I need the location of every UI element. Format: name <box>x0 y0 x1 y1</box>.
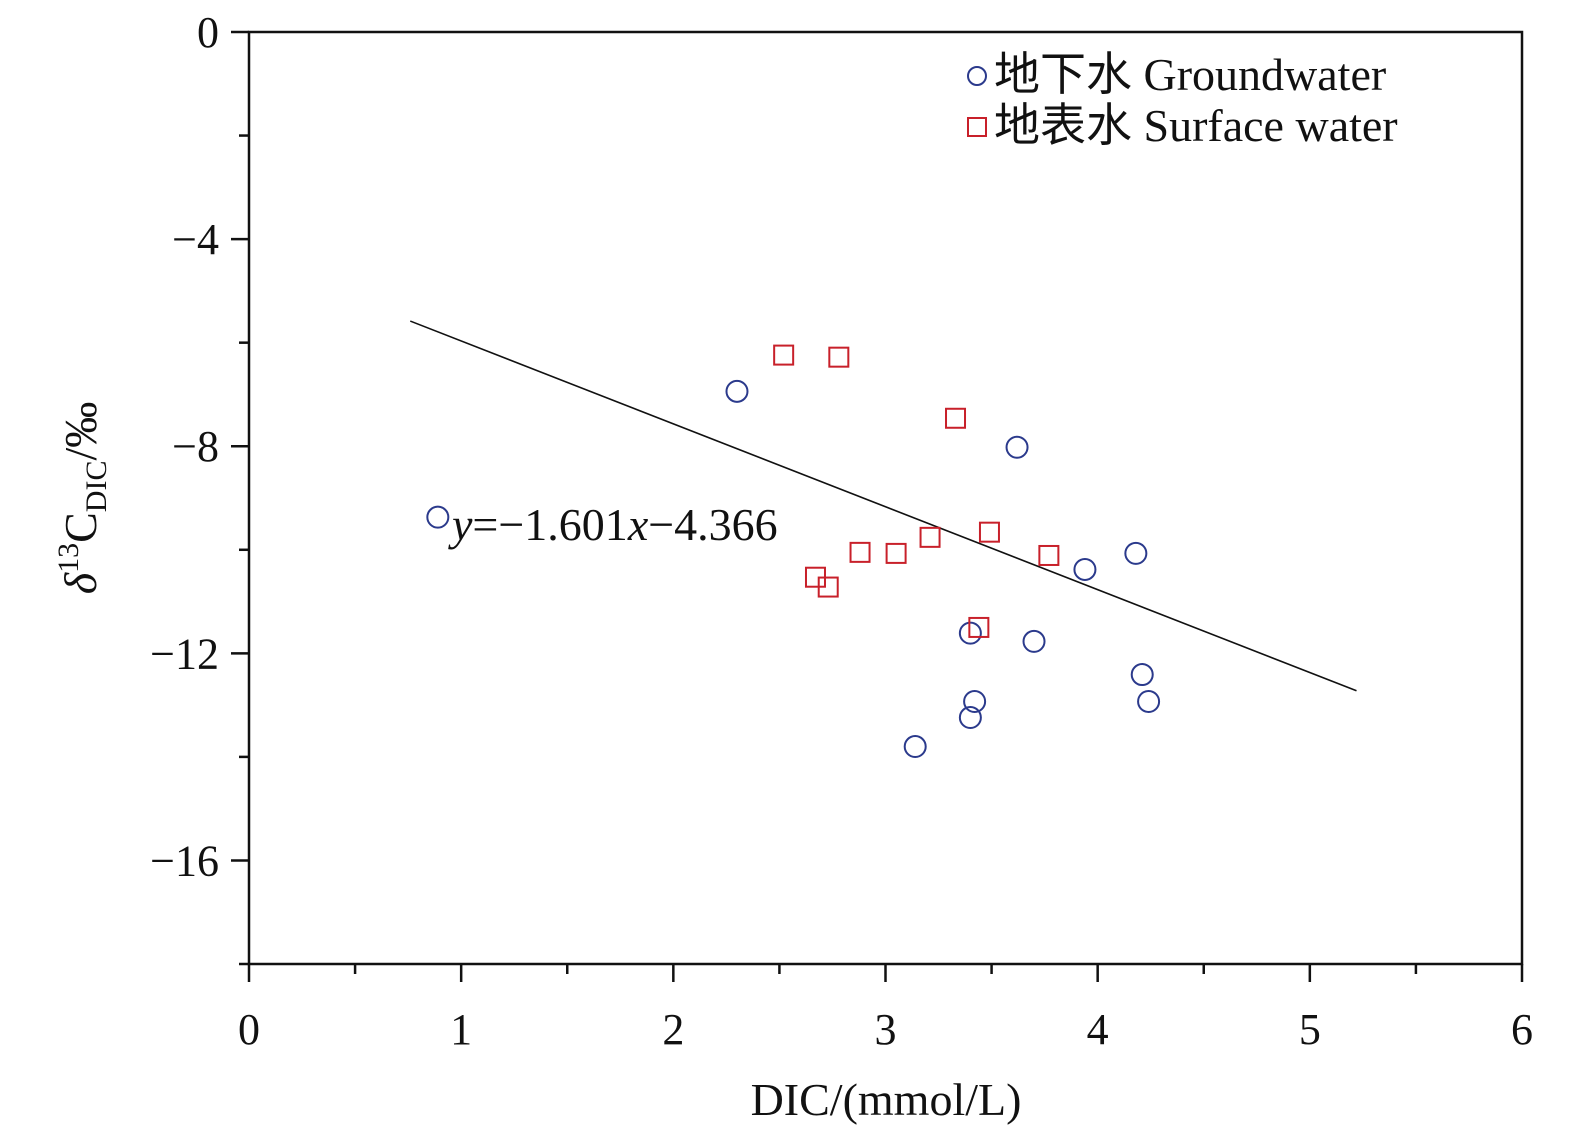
surface-water-point <box>773 344 795 366</box>
x-tick-label: 5 <box>1299 1005 1321 1054</box>
surface-water-point <box>945 407 967 429</box>
x-tick-label: 2 <box>662 1005 684 1054</box>
surface-water-point <box>978 521 1000 543</box>
groundwater-point <box>1124 541 1148 565</box>
groundwater-point <box>963 689 987 713</box>
groundwater-point <box>958 706 982 730</box>
surface-water-point <box>885 542 907 564</box>
legend: 地下水 Groundwater 地表水 Surface water <box>967 49 1398 151</box>
y-tick-label: 0 <box>197 8 219 57</box>
y-tick-label: −8 <box>172 422 219 471</box>
regression-line <box>409 320 1357 692</box>
surface-water-point <box>1038 544 1060 566</box>
plot-frame <box>247 30 1524 966</box>
y-tick-label: −16 <box>150 836 219 885</box>
x-tick-label: 4 <box>1087 1005 1109 1054</box>
legend-label-surface: 地表水 Surface water <box>994 100 1398 151</box>
y-tick-label: −4 <box>172 215 219 264</box>
data-points <box>426 344 1161 759</box>
x-tick-label: 6 <box>1511 1005 1533 1054</box>
axes <box>247 30 1524 966</box>
groundwater-point <box>1130 663 1154 687</box>
x-axis-label: DIC/(mmol/L) <box>751 1074 1022 1125</box>
groundwater-point <box>1073 557 1097 581</box>
surface-water-point <box>828 346 850 368</box>
groundwater-point <box>1137 689 1161 713</box>
y-axis-label: δ13CDIC/‰ <box>52 402 113 595</box>
regression-equation: y=−1.601x−4.366 <box>448 499 778 550</box>
groundwater-point <box>725 379 749 403</box>
groundwater-point <box>903 735 927 759</box>
legend-marker-surface <box>967 117 987 137</box>
groundwater-point <box>958 621 982 645</box>
groundwater-point <box>426 505 450 529</box>
y-tick-label: −12 <box>150 629 219 678</box>
x-tick-label: 3 <box>875 1005 897 1054</box>
surface-water-point <box>968 616 990 638</box>
groundwater-point <box>1005 435 1029 459</box>
surface-water-point <box>919 526 941 548</box>
ticks: 0 1 2 3 4 5 6 0 −4 −8 −12 −16 <box>150 8 1533 1054</box>
groundwater-point <box>1022 629 1046 653</box>
surface-water-point <box>817 576 839 598</box>
x-tick-label: 1 <box>450 1005 472 1054</box>
surface-water-point <box>849 541 871 563</box>
legend-label-groundwater: 地下水 Groundwater <box>994 49 1386 100</box>
legend-marker-groundwater <box>967 66 987 86</box>
x-tick-label: 0 <box>238 1005 260 1054</box>
